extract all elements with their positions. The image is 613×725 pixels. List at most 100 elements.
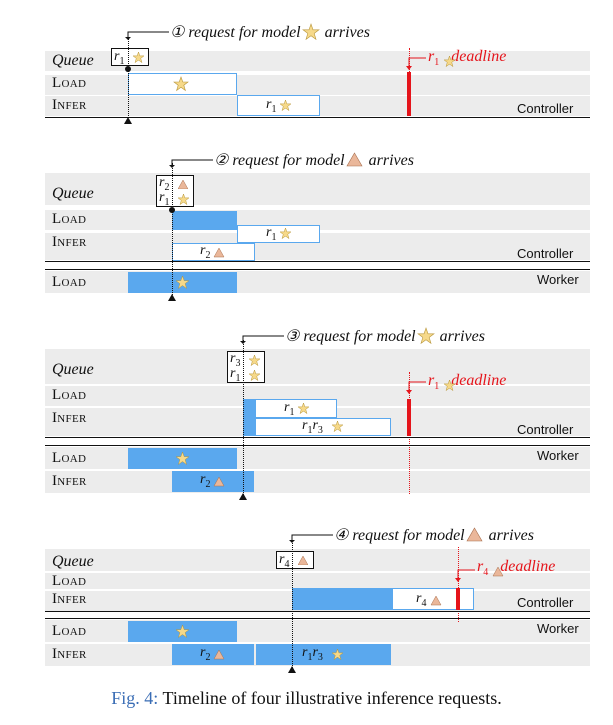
queue-box: r4 — [276, 551, 314, 570]
queue-row-bg — [45, 173, 590, 205]
triangle-icon — [298, 556, 308, 565]
worker-infer-r2-label: r2 — [200, 472, 211, 490]
time-marker — [124, 117, 132, 124]
worker-tag: Worker — [537, 272, 579, 287]
star-icon — [417, 327, 435, 345]
arrival-dot — [169, 207, 175, 213]
star-icon — [443, 55, 456, 68]
queue-item-r1: r1 — [114, 49, 125, 67]
infer-box-r1 — [255, 399, 337, 418]
worker-axis — [45, 445, 590, 446]
worker-load-row-bg — [45, 271, 590, 293]
time-marker — [168, 294, 176, 301]
worker-infer-label: Infer — [52, 646, 87, 662]
deadline-arrow — [406, 57, 426, 70]
infer-label: Infer — [52, 234, 87, 250]
worker-infer-box-r2 — [172, 471, 254, 492]
star-icon — [331, 648, 344, 661]
queue-row-bg — [45, 549, 590, 571]
star-icon — [178, 194, 189, 205]
annotation-arrow — [289, 534, 333, 543]
worker-infer-row-bg — [45, 471, 590, 493]
load-row-bg — [45, 386, 590, 406]
star-icon — [279, 99, 292, 112]
annotation-2: ② request for model arrives — [214, 152, 414, 169]
caption-text: Timeline of four illustrative inference … — [158, 688, 502, 708]
infer-box-r1 — [237, 225, 320, 243]
deadline-arrow — [455, 569, 475, 582]
star-icon — [133, 52, 144, 63]
star-icon — [249, 355, 260, 366]
controller-tag: Controller — [517, 595, 574, 610]
worker-load-label: Load — [52, 450, 87, 466]
triangle-icon — [430, 595, 442, 606]
queue-label: Queue — [52, 361, 94, 378]
infer-r1r3-label: r1r3 — [302, 418, 323, 436]
controller-axis — [45, 117, 590, 118]
triangle-icon — [178, 180, 188, 189]
queue-item-r4: r4 — [279, 552, 290, 570]
infer-blue-box — [243, 399, 255, 436]
queue-box: r2 r1 — [156, 175, 194, 208]
queue-label: Queue — [52, 185, 94, 202]
worker-load-label: Load — [52, 623, 87, 639]
controller-axis — [45, 437, 590, 438]
annotation-3: ③ request for model arrives — [285, 328, 485, 345]
infer-r4-label: r4 — [416, 591, 427, 609]
worker-infer-r1r3-label: r1r3 — [302, 645, 323, 663]
triangle-icon — [213, 649, 225, 660]
arrival-dot — [125, 66, 131, 72]
load-label: Load — [52, 387, 87, 403]
controller-tag: Controller — [517, 101, 574, 116]
queue-label: Queue — [52, 52, 94, 69]
infer-r2-label: r2 — [200, 243, 211, 261]
load-box-triangle — [172, 211, 237, 230]
worker-tag: Worker — [537, 448, 579, 463]
queue-row-bg — [45, 51, 590, 71]
annotation-arrow — [125, 31, 169, 40]
controller-tag: Controller — [517, 246, 574, 261]
infer-label: Infer — [52, 591, 87, 607]
star-icon — [302, 23, 320, 41]
worker-infer-box-r2 — [172, 644, 254, 665]
load-label: Load — [52, 211, 87, 227]
worker-infer-r2-label: r2 — [200, 645, 211, 663]
deadline-bar — [407, 399, 411, 436]
worker-load-label: Load — [52, 274, 87, 290]
deadline-label-4: r4 deadline — [477, 558, 556, 579]
worker-infer-box-r1r3 — [256, 644, 391, 665]
time-marker — [239, 493, 247, 500]
load-label: Load — [52, 573, 87, 589]
infer-label: Infer — [52, 410, 87, 426]
deadline-line — [458, 547, 459, 622]
star-icon — [175, 451, 190, 466]
infer-blue-box — [292, 588, 392, 610]
star-icon — [279, 227, 292, 240]
load-row-bg — [45, 573, 590, 589]
deadline-bar — [456, 588, 460, 610]
star-icon — [443, 379, 456, 392]
star-icon — [175, 624, 190, 639]
controller-axis — [45, 261, 590, 262]
queue-item-r2: r2 — [159, 175, 170, 193]
triangle-icon — [346, 152, 363, 167]
controller-axis — [45, 611, 590, 612]
controller-tag: Controller — [517, 422, 574, 437]
figure-caption: Fig. 4: Timeline of four illustrative in… — [0, 688, 613, 709]
time-marker — [288, 666, 296, 673]
infer-r1-label: r1 — [266, 225, 277, 243]
star-icon — [249, 370, 260, 381]
worker-axis — [45, 618, 590, 619]
queue-box: r3 r1 — [227, 351, 265, 384]
worker-load-row-bg — [45, 620, 590, 642]
infer-box-r1r3 — [255, 418, 391, 436]
infer-box-r1 — [237, 95, 320, 116]
arrival-line — [292, 540, 293, 668]
triangle-icon — [213, 247, 225, 258]
star-icon — [173, 76, 189, 92]
infer-r1-label: r1 — [284, 400, 295, 418]
deadline-bar — [407, 72, 411, 116]
worker-infer-label: Infer — [52, 473, 87, 489]
queue-item-r1: r1 — [230, 366, 241, 384]
